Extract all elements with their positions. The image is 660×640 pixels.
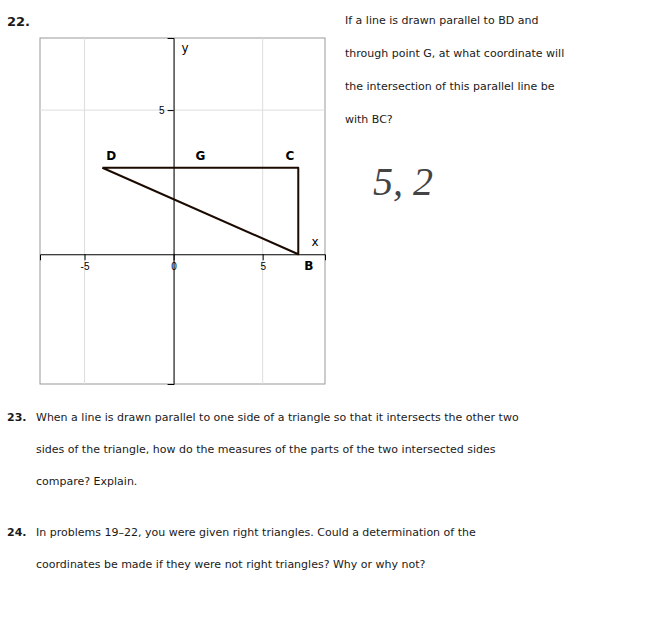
point-label: C bbox=[285, 149, 294, 163]
x-tick-mark bbox=[263, 254, 264, 260]
y-tick-mark bbox=[168, 110, 174, 111]
x-tick: -5 bbox=[81, 254, 90, 272]
point-label: D bbox=[106, 149, 116, 163]
question-line: with BC? bbox=[345, 113, 393, 126]
question-line: sides of the triangle, how do the measur… bbox=[36, 443, 496, 456]
y-axis-title: y bbox=[182, 41, 189, 55]
question-line: When a line is drawn parallel to one sid… bbox=[36, 411, 519, 424]
point-label: B bbox=[304, 259, 313, 273]
x-tick-mark bbox=[85, 254, 86, 260]
x-tick: 5 bbox=[260, 254, 266, 272]
y-axis-line bbox=[168, 39, 175, 385]
question-line: coordinates be made if they were not rig… bbox=[36, 558, 426, 571]
triangle-line bbox=[102, 168, 298, 255]
x-tick-label: 5 bbox=[260, 261, 266, 272]
question-line: If a line is drawn parallel to BD and bbox=[345, 14, 538, 27]
grid bbox=[40, 38, 325, 384]
grid-line-x bbox=[84, 38, 85, 384]
grid-line-x bbox=[262, 38, 263, 384]
question-number: 24. bbox=[7, 526, 27, 539]
plot-frame bbox=[40, 38, 325, 384]
question: 22. If a line is drawn parallel to BD and… bbox=[7, 14, 564, 126]
question-line: the intersection of this parallel line b… bbox=[345, 80, 555, 93]
page: -5055xyDCBG22.If a line is drawn paralle… bbox=[0, 0, 660, 640]
plot-marks bbox=[102, 168, 298, 255]
x-axis-line bbox=[41, 255, 326, 261]
question-line: In problems 19–22, you were given right … bbox=[36, 526, 476, 539]
question-line: compare? Explain. bbox=[36, 475, 137, 488]
y-axis: 5 bbox=[159, 39, 174, 385]
point-label: G bbox=[195, 149, 205, 163]
y-tick: 5 bbox=[159, 105, 174, 116]
grid-line-y bbox=[40, 110, 325, 111]
question-line: through point G, at what coordinate will bbox=[345, 47, 564, 60]
x-axis-title: x bbox=[311, 235, 318, 249]
question-number: 23. bbox=[7, 411, 27, 424]
question: 24. In problems 19–22, you were given rig… bbox=[7, 526, 476, 571]
question: 23. When a line is drawn parallel to one … bbox=[7, 411, 519, 488]
x-axis: -505 bbox=[41, 254, 326, 272]
y-tick-label: 5 bbox=[159, 105, 165, 116]
x-tick-label: -5 bbox=[81, 261, 90, 272]
answer: 5, 2 bbox=[373, 159, 433, 204]
question-number: 22. bbox=[7, 14, 30, 29]
